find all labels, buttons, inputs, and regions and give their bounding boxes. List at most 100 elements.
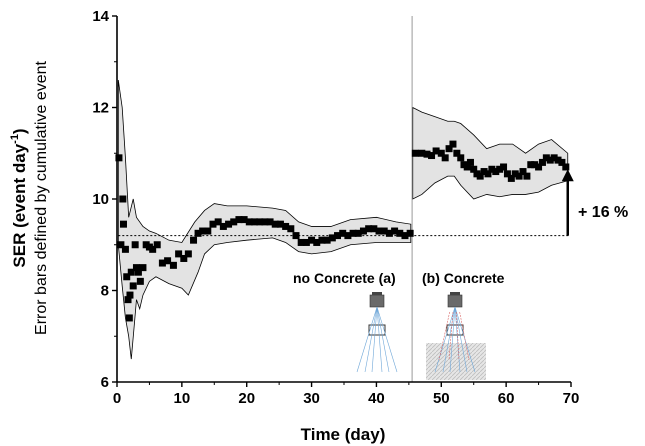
detector-bottom-icon bbox=[368, 324, 386, 336]
x-tick-label: 40 bbox=[368, 390, 385, 407]
concrete-block-icon bbox=[426, 343, 486, 380]
marker-concrete bbox=[558, 158, 566, 166]
marker-concrete bbox=[523, 172, 531, 180]
marker-concrete bbox=[437, 149, 445, 157]
marker-concrete bbox=[484, 170, 492, 178]
marker-concrete bbox=[463, 163, 471, 171]
marker-no-concrete bbox=[297, 238, 305, 246]
marker-concrete bbox=[562, 163, 570, 171]
x-tick-label: 10 bbox=[174, 390, 191, 407]
marker-no-concrete bbox=[370, 225, 378, 233]
marker-no-concrete bbox=[117, 241, 125, 249]
detector-top-icon bbox=[369, 294, 385, 308]
ray-blue-icon bbox=[454, 306, 461, 373]
marker-concrete bbox=[432, 147, 440, 155]
data-markers bbox=[115, 140, 570, 322]
marker-no-concrete bbox=[359, 227, 367, 235]
marker-concrete bbox=[418, 149, 426, 157]
marker-concrete bbox=[531, 161, 539, 169]
detector-schematics bbox=[356, 292, 486, 380]
ray-red-icon bbox=[459, 311, 470, 361]
marker-no-concrete bbox=[119, 195, 127, 203]
y-tick-label: 10 bbox=[92, 191, 109, 208]
ray-blue-icon bbox=[376, 306, 383, 373]
annotation-concrete: (b) Concrete bbox=[422, 270, 505, 286]
annotation-increase: + 16 % bbox=[578, 204, 628, 221]
marker-no-concrete bbox=[339, 229, 347, 237]
x-tick-label: 50 bbox=[433, 390, 450, 407]
marker-concrete bbox=[492, 168, 500, 176]
marker-concrete bbox=[476, 172, 484, 180]
marker-no-concrete bbox=[323, 236, 331, 244]
marker-no-concrete bbox=[158, 259, 166, 267]
x-tick-label: 70 bbox=[563, 390, 580, 407]
marker-concrete bbox=[470, 165, 478, 173]
marker-no-concrete bbox=[287, 225, 295, 233]
detector-bottom-icon bbox=[446, 324, 464, 336]
marker-concrete bbox=[457, 154, 465, 162]
ray-blue-icon bbox=[434, 306, 456, 373]
marker-no-concrete bbox=[302, 238, 310, 246]
marker-no-concrete bbox=[153, 241, 161, 249]
marker-no-concrete bbox=[261, 218, 269, 226]
y-tick-label: 6 bbox=[101, 374, 109, 391]
schematic-no-concrete bbox=[356, 292, 398, 373]
marker-concrete bbox=[445, 145, 453, 153]
detector-top-icon bbox=[447, 294, 463, 308]
marker-no-concrete bbox=[131, 241, 139, 249]
marker-no-concrete bbox=[276, 220, 284, 228]
axes: 0 10 20 30 40 50 60 70 6 8 10 12 14 bbox=[92, 8, 579, 407]
marker-concrete bbox=[515, 172, 523, 180]
x-tick-label: 60 bbox=[498, 390, 515, 407]
marker-no-concrete bbox=[266, 218, 274, 226]
marker-concrete bbox=[546, 156, 554, 164]
marker-no-concrete bbox=[134, 268, 142, 276]
marker-no-concrete bbox=[132, 264, 140, 272]
marker-no-concrete bbox=[119, 220, 127, 228]
marker-no-concrete bbox=[139, 264, 147, 272]
confidence-bands bbox=[117, 79, 569, 360]
marker-no-concrete bbox=[396, 229, 404, 237]
marker-concrete bbox=[542, 154, 550, 162]
x-tick-label: 20 bbox=[238, 390, 255, 407]
marker-no-concrete bbox=[124, 296, 132, 304]
marker-no-concrete bbox=[385, 229, 393, 237]
marker-concrete bbox=[507, 174, 515, 182]
marker-no-concrete bbox=[127, 268, 135, 276]
marker-concrete bbox=[519, 168, 527, 176]
marker-no-concrete bbox=[282, 222, 290, 230]
marker-no-concrete bbox=[129, 282, 137, 290]
marker-no-concrete bbox=[354, 229, 362, 237]
marker-no-concrete bbox=[380, 227, 388, 235]
marker-no-concrete bbox=[349, 229, 357, 237]
marker-no-concrete bbox=[115, 154, 123, 162]
detector-cap-icon bbox=[450, 292, 460, 295]
reference-lines bbox=[118, 16, 574, 382]
marker-concrete bbox=[423, 150, 431, 158]
marker-no-concrete bbox=[313, 238, 321, 246]
marker-concrete bbox=[511, 170, 519, 178]
marker-no-concrete bbox=[230, 218, 238, 226]
marker-concrete bbox=[554, 156, 562, 164]
marker-no-concrete bbox=[271, 220, 279, 228]
x-tick-label: 30 bbox=[303, 390, 320, 407]
ray-blue-icon bbox=[442, 306, 456, 373]
marker-no-concrete bbox=[175, 250, 183, 258]
ray-blue-icon bbox=[376, 306, 390, 373]
ray-blue-icon bbox=[454, 306, 468, 373]
y-tick-label: 14 bbox=[92, 8, 109, 25]
marker-no-concrete bbox=[164, 257, 172, 265]
marker-concrete bbox=[449, 140, 457, 148]
schematic-concrete bbox=[434, 292, 476, 373]
marker-no-concrete bbox=[204, 227, 212, 235]
marker-no-concrete bbox=[292, 232, 300, 240]
marker-no-concrete bbox=[209, 220, 217, 228]
x-tick-label: 0 bbox=[113, 390, 121, 407]
marker-no-concrete bbox=[375, 227, 383, 235]
marker-no-concrete bbox=[401, 232, 409, 240]
marker-concrete bbox=[538, 158, 546, 166]
marker-no-concrete bbox=[199, 227, 207, 235]
x-axis-title: Time (day) bbox=[301, 425, 386, 444]
marker-no-concrete bbox=[149, 245, 157, 253]
